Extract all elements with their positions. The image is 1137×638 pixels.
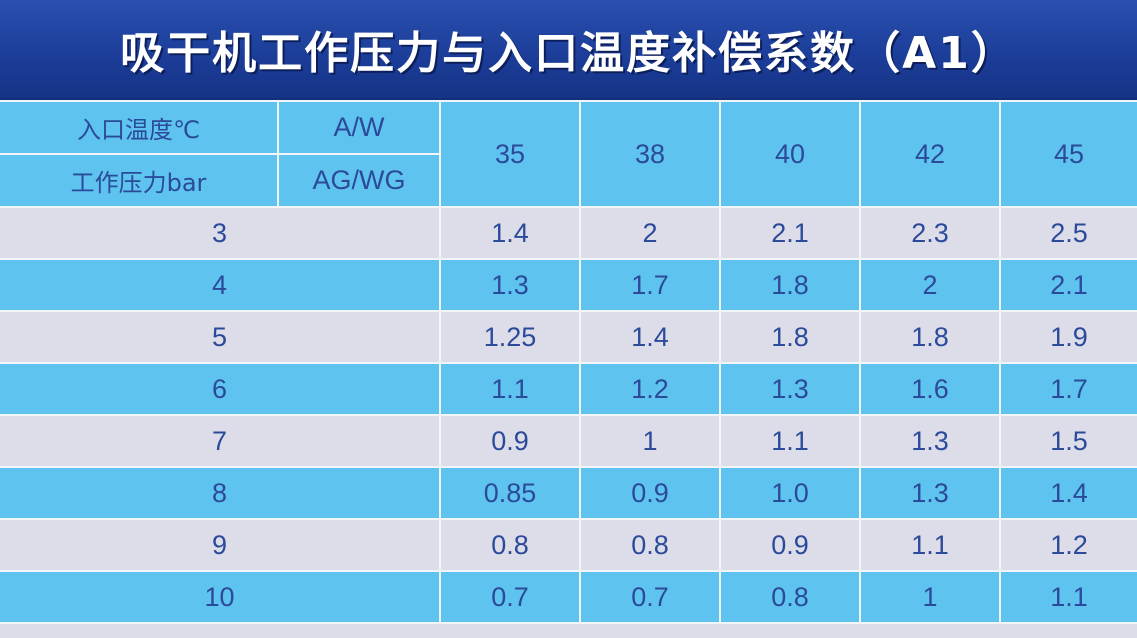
coefficient-cell: 1.2 [579, 362, 721, 416]
pressure-label: 工作压力bar [0, 153, 279, 208]
temp-header: 40 [719, 100, 861, 208]
coefficient-cell: 1.1 [439, 362, 581, 416]
coefficient-cell: 1 [859, 570, 1001, 624]
header-row: 入口温度℃ A/W 35 38 40 42 45 [0, 100, 1137, 208]
pressure-cell: 7 [0, 414, 441, 468]
coefficient-cell: 1.4 [999, 466, 1137, 520]
coefficient-cell: 1.4 [579, 310, 721, 364]
coefficient-cell: 0.9 [439, 414, 581, 468]
coefficient-cell: 2 [579, 206, 721, 260]
coefficient-cell: 1.3 [859, 414, 1001, 468]
model-a-label: A/W [277, 100, 441, 155]
inlet-temp-label: 入口温度℃ [0, 100, 279, 155]
temp-header: 38 [579, 100, 721, 208]
model-b-label: AG/WG [277, 153, 440, 208]
coefficient-cell: 1.3 [719, 362, 861, 416]
coefficient-cell: 0.8 [719, 570, 861, 624]
pressure-cell: 3 [0, 206, 441, 260]
table-row: 5 1.25 1.4 1.8 1.8 1.9 [0, 310, 1137, 364]
coefficient-cell: 1.8 [719, 310, 861, 364]
pressure-cell: 10 [0, 570, 441, 624]
coefficient-cell: 2.1 [999, 258, 1137, 312]
coefficient-cell: 0.9 [719, 518, 861, 572]
coefficient-cell: 0.8 [439, 518, 581, 572]
table-row: 7 0.9 1 1.1 1.3 1.5 [0, 414, 1137, 468]
coefficient-cell: 1 [579, 414, 721, 468]
temp-header: 45 [999, 100, 1137, 208]
coefficient-cell: 0.8 [579, 518, 721, 572]
compensation-table: 入口温度℃ A/W 35 38 40 42 45 工作压力bar AG/WG 3… [0, 100, 1137, 624]
coefficient-cell: 1.25 [439, 310, 581, 364]
coefficient-cell: 2 [859, 258, 1001, 312]
coefficient-cell: 2.3 [859, 206, 1001, 260]
table-row: 8 0.85 0.9 1.0 1.3 1.4 [0, 466, 1137, 520]
coefficient-cell: 1.2 [999, 518, 1137, 572]
table-row: 4 1.3 1.7 1.8 2 2.1 [0, 258, 1137, 312]
coefficient-cell: 1.1 [719, 414, 861, 468]
coefficient-cell: 0.7 [439, 570, 581, 624]
pressure-cell: 5 [0, 310, 441, 364]
coefficient-cell: 1.0 [719, 466, 861, 520]
coefficient-cell: 0.85 [439, 466, 581, 520]
coefficient-cell: 1.7 [999, 362, 1137, 416]
pressure-cell: 8 [0, 466, 441, 520]
table-row: 9 0.8 0.8 0.9 1.1 1.2 [0, 518, 1137, 572]
pressure-cell: 6 [0, 362, 441, 416]
coefficient-cell: 2.1 [719, 206, 861, 260]
coefficient-cell: 1.7 [579, 258, 721, 312]
table-row: 10 0.7 0.7 0.8 1 1.1 [0, 570, 1137, 624]
table-row: 3 1.4 2 2.1 2.3 2.5 [0, 206, 1137, 260]
coefficient-cell: 1.1 [859, 518, 1001, 572]
coefficient-cell: 2.5 [999, 206, 1137, 260]
header-row: 工作压力bar AG/WG [0, 153, 1137, 208]
coefficient-cell: 1.8 [859, 310, 1001, 364]
coefficient-cell: 1.5 [999, 414, 1137, 468]
coefficient-cell: 1.4 [439, 206, 581, 260]
coefficient-cell: 0.7 [579, 570, 721, 624]
table-row: 6 1.1 1.2 1.3 1.6 1.7 [0, 362, 1137, 416]
coefficient-cell: 1.1 [999, 570, 1137, 624]
coefficient-cell: 1.8 [719, 258, 861, 312]
temp-header: 35 [439, 100, 581, 208]
coefficient-cell: 1.3 [859, 466, 1001, 520]
pressure-cell: 9 [0, 518, 441, 572]
title-band: 吸干机工作压力与入口温度补偿系数（A1） [0, 0, 1137, 100]
coefficient-cell: 1.9 [999, 310, 1137, 364]
page-title: 吸干机工作压力与入口温度补偿系数（A1） [120, 28, 1017, 79]
coefficient-cell: 0.9 [579, 466, 721, 520]
pressure-cell: 4 [0, 258, 441, 312]
temp-header: 42 [859, 100, 1001, 208]
coefficient-cell: 1.3 [439, 258, 581, 312]
coefficient-cell: 1.6 [859, 362, 1001, 416]
